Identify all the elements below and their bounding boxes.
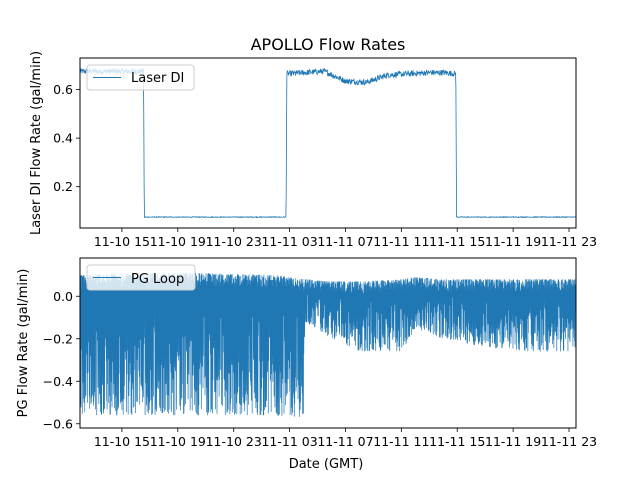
top-y-tick-label: 0.6 xyxy=(53,82,73,97)
bottom-x-tick-label: 11-11 03 xyxy=(261,434,317,449)
top-x-tick-label: 11-10 15 xyxy=(94,234,150,249)
bottom-x-tick-label: 11-11 19 xyxy=(485,434,541,449)
top-legend: Laser DI xyxy=(86,64,195,91)
top-series-laser-di xyxy=(79,67,576,219)
top-x-tick-label: 11-11 23 xyxy=(541,234,597,249)
top-x-tick-label: 11-11 03 xyxy=(261,234,317,249)
bottom-y-tick-label: −0.6 xyxy=(43,416,73,431)
bottom-y-tick-label: −0.4 xyxy=(43,374,73,389)
top-axes-frame xyxy=(79,57,577,229)
bottom-x-tick-label: 11-11 15 xyxy=(429,434,485,449)
bottom-x-tick-label: 11-10 15 xyxy=(94,434,150,449)
x-axis-label: Date (GMT) xyxy=(289,457,364,472)
bottom-axes-frame xyxy=(79,257,577,429)
top-x-ticks: 11-10 15 11-10 19 11-10 23 11-11 03 11-11 07… xyxy=(94,228,597,249)
top-x-tick-label: 11-10 19 xyxy=(150,234,206,249)
bottom-x-tick-label: 11-11 07 xyxy=(317,434,373,449)
bottom-legend-box xyxy=(86,264,196,291)
bottom-legend-label: PG Loop xyxy=(131,272,184,287)
laser-di-line xyxy=(79,67,576,219)
top-y-tick-label: 0.4 xyxy=(53,131,73,146)
top-legend-box xyxy=(86,64,195,91)
top-x-tick-label: 11-11 07 xyxy=(317,234,373,249)
bottom-chart: −0.6 −0.4 −0.2 0.0 11-10 15 11-10 19 11-10 23… xyxy=(16,257,597,472)
bottom-y-tick-label: 0.0 xyxy=(53,289,73,304)
bottom-x-tick-label: 11-10 23 xyxy=(206,434,262,449)
bottom-legend: PG Loop xyxy=(86,264,196,291)
bottom-x-ticks: 11-10 15 11-10 19 11-10 23 11-11 03 11-11 07… xyxy=(94,428,597,449)
bottom-y-ticks: −0.6 −0.4 −0.2 0.0 xyxy=(43,289,80,431)
top-x-tick-label: 11-10 23 xyxy=(206,234,262,249)
top-chart: APOLLO Flow Rates 0.20.40.6 11-10 15 11-1… xyxy=(29,35,597,249)
bottom-y-tick-label: −0.2 xyxy=(43,331,73,346)
top-x-tick-label: 11-11 15 xyxy=(429,234,485,249)
chart-title: APOLLO Flow Rates xyxy=(251,35,406,54)
top-y-tick-label: 0.2 xyxy=(53,179,73,194)
bottom-x-tick-label: 11-10 19 xyxy=(150,434,206,449)
top-y-axis-label: Laser DI Flow Rate (gal/min) xyxy=(29,51,44,235)
bottom-y-axis-label: PG Flow Rate (gal/min) xyxy=(16,269,31,418)
bottom-x-tick-label: 11-11 11 xyxy=(373,434,429,449)
bottom-x-tick-label: 11-11 23 xyxy=(541,434,597,449)
top-y-ticks: 0.2 0.4 0.6 xyxy=(53,82,80,194)
top-x-tick-label: 11-11 19 xyxy=(485,234,541,249)
top-x-tick-label: 11-11 11 xyxy=(373,234,429,249)
top-legend-label: Laser DI xyxy=(131,71,184,86)
